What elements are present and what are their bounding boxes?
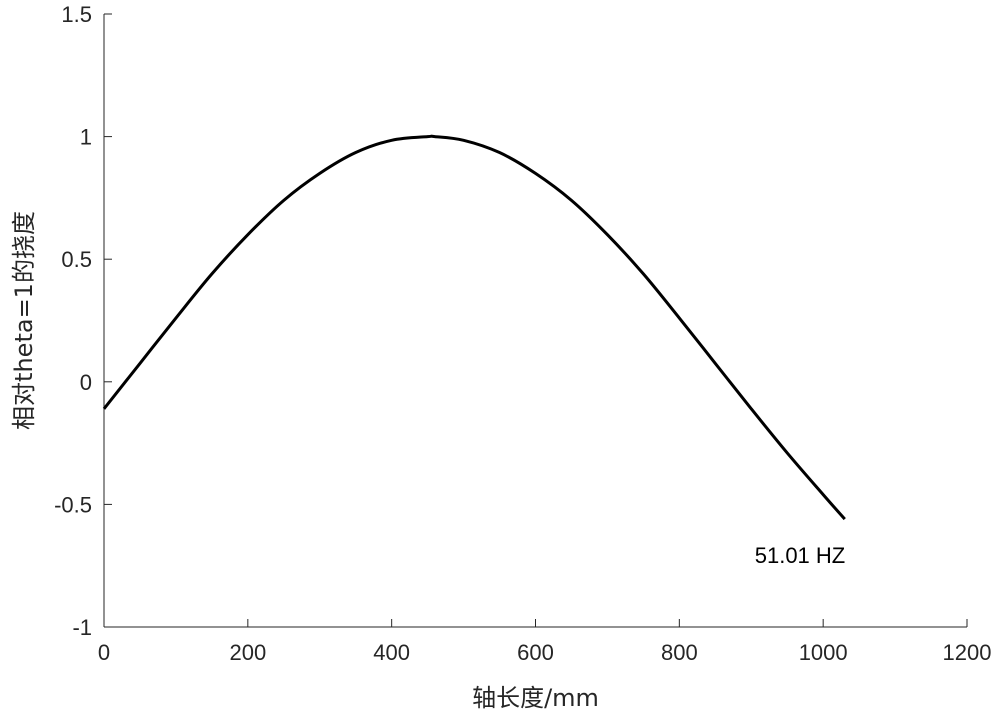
plot-area: 0 200 400 600 800 1000 1200 -1 -0.5 0 0.5 1 1.5 51.01… — [54, 2, 991, 665]
x-axis-title: 轴长度/mm — [472, 684, 599, 712]
series-line — [102, 134, 846, 521]
x-tick-label: 1200 — [943, 640, 992, 665]
x-tick-label: 200 — [229, 640, 266, 665]
x-tick-label: 800 — [661, 640, 698, 665]
y-axis-title: 相对theta=1的挠度 — [10, 211, 38, 430]
x-tick-label: 600 — [517, 640, 554, 665]
y-tick-label: 0.5 — [61, 247, 92, 272]
frequency-annotation: 51.01 HZ — [755, 543, 846, 568]
x-tick-label: 400 — [373, 640, 410, 665]
y-tick-label: 1 — [80, 125, 92, 150]
y-tick-label: -1 — [72, 615, 92, 640]
x-tick-label: 1000 — [799, 640, 848, 665]
y-tick-label: 1.5 — [61, 2, 92, 27]
y-tick-label: -0.5 — [54, 492, 92, 517]
y-tick-label: 0 — [80, 370, 92, 395]
x-tick-label: 0 — [98, 640, 110, 665]
